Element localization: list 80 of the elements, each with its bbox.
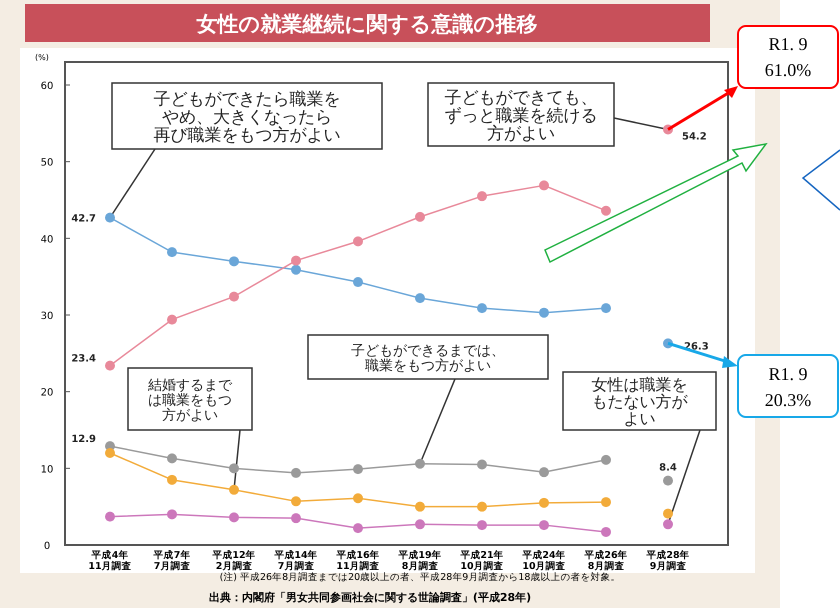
point — [353, 236, 363, 246]
x-tick-label: 平成21年 10月調査 — [459, 549, 504, 572]
y-tick-label: 50 — [40, 158, 54, 169]
data-label: 8.4 — [659, 462, 677, 474]
text: 子どもができるまでは、職業をもつ方がよい — [351, 342, 505, 374]
text: 子どもができたら職業をやめ、大きくなったら再び職業をもつ方がよい — [154, 89, 340, 146]
point — [291, 256, 301, 266]
y-tick-label: 60 — [40, 81, 54, 92]
data-label: 23.4 — [71, 354, 96, 365]
point — [291, 496, 301, 506]
point — [167, 247, 177, 258]
point — [167, 453, 177, 464]
point — [539, 520, 549, 530]
point — [663, 508, 673, 519]
point — [353, 523, 363, 534]
point — [601, 206, 611, 216]
point — [539, 498, 549, 508]
point — [291, 468, 301, 478]
point — [415, 293, 425, 304]
text: 女性は職業をもたない方がよい — [592, 375, 688, 428]
point — [353, 493, 363, 504]
point — [477, 520, 487, 530]
point — [353, 464, 363, 474]
chart-title: 女性の就業継続に関する意識の推移 — [196, 12, 538, 36]
point — [229, 292, 239, 302]
x-tick-label: 平成14年 7月調査 — [273, 549, 318, 572]
point — [539, 467, 549, 478]
data-label: 54.2 — [682, 131, 707, 142]
point — [415, 458, 425, 469]
x-tick-label: 平成28年 9月調査 — [645, 549, 690, 572]
point — [229, 484, 239, 495]
point — [415, 519, 425, 530]
point — [291, 264, 301, 275]
point — [601, 454, 611, 465]
point — [105, 212, 115, 223]
y-tick-label: 40 — [40, 234, 54, 246]
data-label: 42.7 — [71, 214, 96, 225]
point — [539, 308, 549, 318]
point — [167, 509, 177, 520]
point — [415, 502, 425, 512]
point — [477, 303, 487, 314]
y-tick-label: 20 — [40, 388, 54, 399]
point — [105, 360, 115, 371]
y-tick-label: 10 — [40, 464, 54, 476]
point — [229, 256, 239, 266]
point — [167, 314, 177, 325]
point — [663, 519, 673, 530]
x-tick-label: 平成12年 2月調査 — [211, 549, 256, 572]
text: 子どもができても、ずっと職業を続ける方がよい — [444, 88, 598, 144]
point — [167, 474, 177, 485]
point — [477, 191, 487, 202]
point — [105, 512, 115, 522]
point — [601, 497, 611, 508]
point — [601, 303, 611, 314]
x-tick-label: 平成26年 8月調査 — [583, 549, 628, 572]
point — [601, 526, 611, 537]
point — [353, 277, 363, 288]
x-tick-label: 平成7年 7月調査 — [152, 549, 190, 572]
y-tick-label: 0 — [44, 541, 50, 552]
point — [477, 502, 487, 512]
point — [229, 512, 239, 522]
text: 結婚するまでは職業をもつ方がよい — [147, 377, 233, 424]
point — [229, 463, 239, 474]
x-tick-label: 平成4年 11月調査 — [88, 549, 132, 572]
data-label: 12.9 — [71, 434, 96, 446]
point — [477, 460, 487, 470]
text: R1. 9 61.0% — [764, 34, 812, 80]
text: (注) 平成26年8月調査までは20歳以上の者、平成28年9月調査から18歳以上の者を対象。 — [220, 571, 620, 583]
y-tick-label: 30 — [40, 311, 54, 322]
x-tick-label: 平成16年 11月調査 — [335, 549, 380, 572]
x-tick-label: 平成19年 8月調査 — [397, 549, 442, 572]
source-note: 出典：内閣府「男女共同参画社会に関する世論調査」(平成28年) — [208, 591, 532, 604]
y-axis-title: (%) — [35, 53, 49, 62]
text: R1. 9 20.3% — [764, 364, 812, 410]
point — [539, 180, 549, 190]
point — [291, 513, 301, 524]
point — [105, 448, 115, 458]
point — [663, 476, 673, 486]
point — [415, 212, 425, 222]
x-tick-label: 平成24年 10月調査 — [521, 549, 566, 572]
